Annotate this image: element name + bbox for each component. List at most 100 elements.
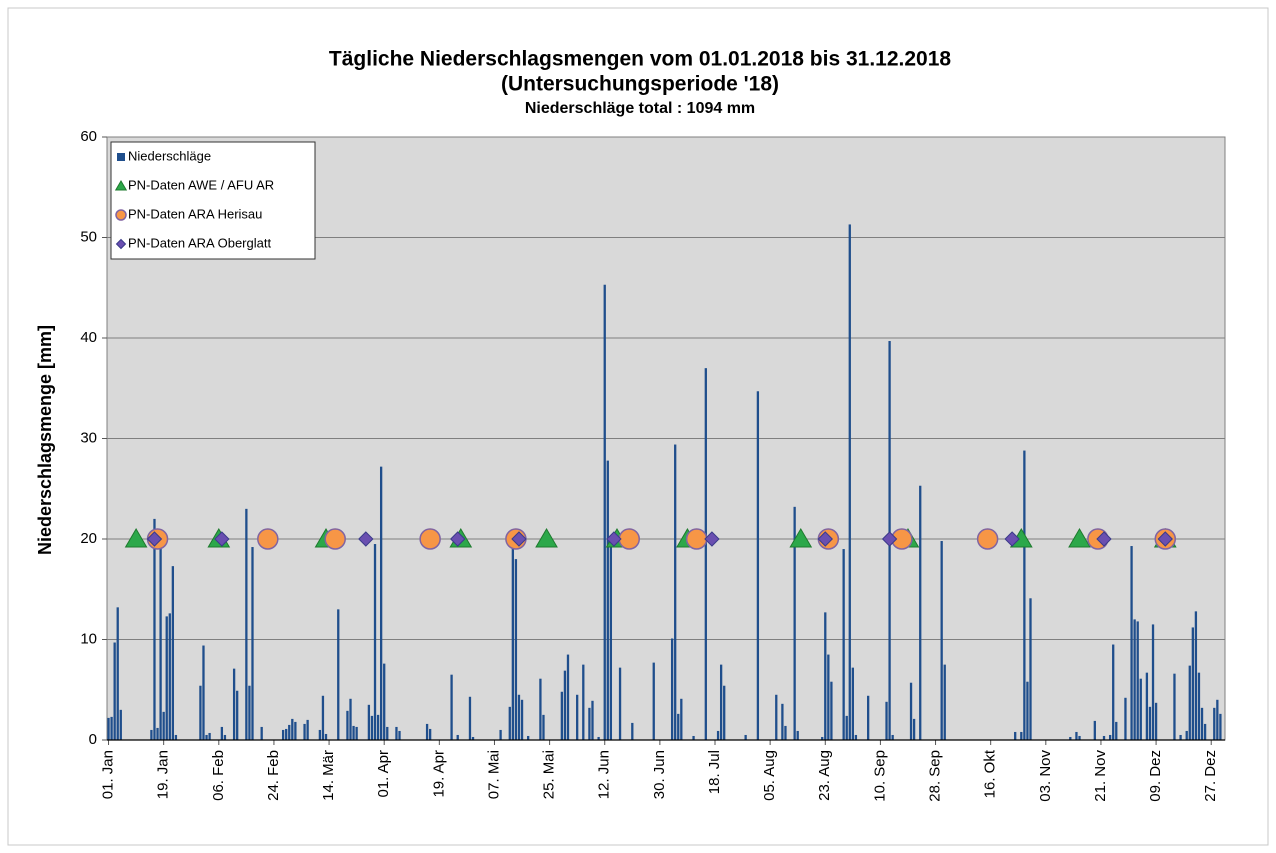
bar — [854, 734, 858, 740]
bar — [588, 707, 591, 740]
bar — [716, 730, 720, 740]
bar — [1115, 721, 1118, 740]
bar — [1219, 713, 1222, 740]
bar — [205, 734, 208, 740]
bar — [775, 694, 778, 740]
bar — [352, 725, 355, 740]
bar — [428, 728, 432, 740]
bar — [1213, 707, 1216, 740]
bar — [285, 728, 288, 740]
bar — [245, 508, 248, 740]
bar — [306, 719, 309, 740]
bar — [150, 729, 153, 740]
bar — [349, 698, 352, 740]
bar — [692, 735, 695, 740]
legend-label: PN-Daten ARA Oberglatt — [128, 235, 271, 250]
bar — [940, 541, 943, 740]
x-tick-label: 16. Okt — [982, 749, 999, 798]
bar — [251, 547, 254, 740]
x-tick-label: 12. Jun — [596, 750, 613, 799]
bar — [824, 612, 827, 740]
bar — [165, 616, 168, 740]
y-tick-label: 0 — [89, 731, 97, 748]
bar — [174, 734, 178, 740]
marker-diamond — [450, 531, 466, 547]
y-tick-label: 60 — [80, 128, 97, 145]
marker-triangle — [1068, 528, 1091, 548]
bar — [1191, 627, 1194, 740]
bar — [756, 391, 760, 740]
bar — [1078, 735, 1081, 740]
bar — [370, 715, 374, 740]
bar — [395, 726, 398, 740]
y-tick-label: 10 — [80, 630, 97, 647]
x-tick-label: 10. Sep — [871, 750, 888, 802]
bar — [153, 518, 156, 740]
x-tick-label: 25. Mai — [541, 750, 558, 799]
legend-label: Niederschläge — [128, 148, 211, 163]
x-tick-label: 24. Feb — [265, 750, 282, 801]
bar — [116, 607, 119, 740]
chart-title: Tägliche Niederschlagsmengen vom 01.01.2… — [329, 48, 951, 71]
bar — [107, 717, 110, 740]
bar — [560, 691, 564, 740]
bar — [468, 696, 472, 740]
bar — [288, 724, 291, 740]
bar — [1020, 731, 1023, 740]
bar — [110, 716, 113, 740]
bar — [294, 721, 297, 740]
marker-circle — [257, 528, 279, 550]
bar — [539, 678, 542, 740]
bar — [171, 566, 175, 740]
bar — [652, 662, 655, 740]
legend-swatch — [117, 153, 125, 161]
bar — [511, 544, 514, 740]
bar — [1029, 598, 1032, 740]
bar — [1203, 723, 1207, 740]
marker-circle — [618, 528, 640, 550]
bar — [1151, 624, 1155, 740]
bar — [386, 726, 389, 740]
bar — [618, 667, 622, 740]
y-tick-label: 30 — [80, 429, 97, 446]
bar — [508, 706, 511, 740]
bar — [1173, 673, 1176, 740]
bar — [1102, 735, 1106, 740]
marker-diamond — [1004, 531, 1020, 547]
bar — [318, 729, 322, 740]
bar — [845, 715, 848, 740]
bar — [398, 730, 401, 740]
bar — [1154, 702, 1158, 740]
bar — [848, 224, 851, 740]
marker-circle — [419, 528, 441, 550]
bar — [597, 736, 600, 740]
bar — [208, 732, 211, 740]
bar — [291, 718, 294, 740]
bar — [168, 613, 171, 740]
bar — [1148, 706, 1152, 740]
marker-diamond — [511, 531, 527, 547]
bar — [830, 681, 833, 740]
marker-triangle — [114, 180, 128, 191]
bar — [1179, 734, 1182, 740]
bar — [119, 709, 122, 740]
bar — [520, 699, 524, 740]
bar — [1185, 730, 1188, 740]
legend-label: PN-Daten ARA Herisau — [128, 206, 262, 221]
bar — [159, 544, 162, 740]
marker-diamond — [1157, 531, 1173, 547]
x-tick-label: 01. Jan — [100, 750, 117, 799]
bar — [499, 729, 502, 740]
bar — [337, 609, 340, 740]
bar — [606, 460, 609, 740]
x-tick-label: 07. Mai — [485, 750, 502, 799]
marker-triangle — [124, 528, 148, 548]
bar — [1069, 736, 1072, 740]
x-tick-label: 18. Jul — [706, 750, 723, 794]
x-tick-label: 14. Mär — [320, 750, 337, 801]
y-tick-label: 50 — [80, 228, 97, 245]
bar — [744, 734, 747, 740]
bar — [324, 733, 328, 740]
marker-diamond — [358, 531, 374, 547]
